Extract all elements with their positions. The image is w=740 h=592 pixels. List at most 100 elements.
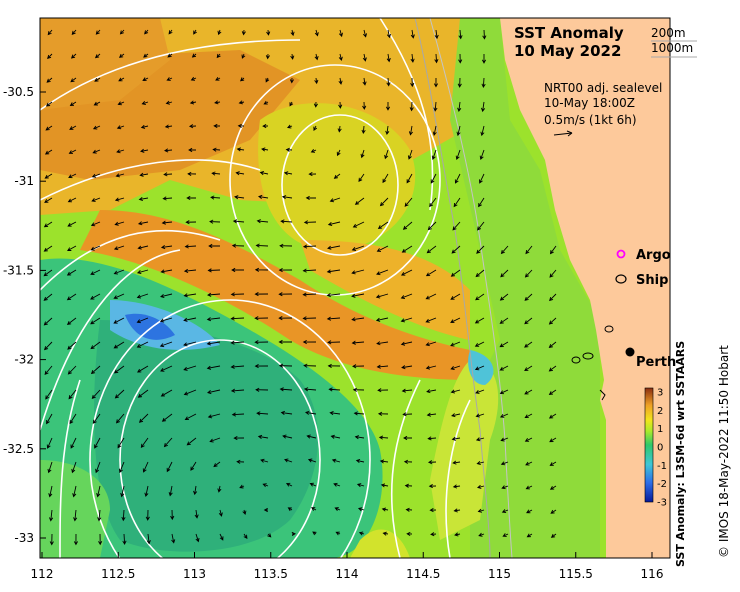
current-arrow-icon — [48, 485, 53, 498]
current-arrow-icon — [450, 317, 461, 324]
current-arrow-icon — [481, 101, 486, 113]
current-arrow-icon — [327, 340, 341, 345]
current-arrow-icon — [310, 148, 317, 153]
current-arrow-icon — [263, 507, 269, 513]
current-arrow-icon — [256, 411, 269, 416]
current-arrow-icon — [230, 340, 245, 345]
current-arrow-icon — [313, 125, 318, 131]
isobath-label-1000: 1000m — [651, 41, 693, 55]
current-arrow-icon — [425, 317, 437, 323]
current-arrow-icon — [525, 485, 533, 490]
info-line-1: NRT00 adj. sealevel — [544, 81, 662, 95]
x-tick-label: 115 — [488, 567, 511, 581]
current-arrow-icon — [183, 341, 197, 347]
current-arrow-icon — [427, 221, 437, 231]
current-arrow-icon — [213, 461, 221, 468]
current-arrow-icon — [307, 458, 317, 463]
current-arrow-icon — [481, 53, 487, 64]
current-arrow-icon — [219, 533, 224, 541]
current-arrow-icon — [548, 365, 557, 372]
current-arrow-icon — [140, 148, 149, 153]
current-arrow-icon — [335, 531, 341, 536]
perth-marker-icon — [625, 347, 635, 357]
current-arrow-icon — [358, 173, 365, 183]
current-arrow-icon — [479, 173, 485, 184]
current-arrow-icon — [120, 485, 125, 498]
current-arrow-icon — [456, 125, 461, 137]
current-arrow-icon — [430, 532, 437, 537]
current-arrow-icon — [281, 195, 293, 200]
current-arrow-icon — [410, 53, 415, 63]
current-arrow-icon — [377, 388, 389, 393]
current-arrow-icon — [452, 221, 461, 231]
current-arrow-icon — [43, 293, 53, 301]
current-arrow-icon — [351, 317, 365, 322]
current-arrow-icon — [230, 388, 245, 393]
current-arrow-icon — [550, 533, 557, 538]
current-arrow-icon — [136, 293, 149, 299]
plot-frame — [39, 17, 671, 559]
current-arrow-icon — [67, 245, 77, 251]
current-arrow-icon — [183, 365, 197, 371]
x-tick-label: 113.5 — [254, 567, 288, 581]
current-arrow-icon — [44, 149, 53, 155]
current-arrow-icon — [209, 437, 221, 443]
isobath-200m — [429, 18, 513, 558]
current-arrow-icon — [278, 292, 293, 297]
current-arrow-icon — [401, 365, 413, 370]
current-arrow-icon — [68, 149, 77, 154]
current-arrow-icon — [43, 221, 53, 228]
current-arrow-icon — [92, 125, 101, 130]
current-arrow-icon — [283, 171, 293, 176]
current-arrow-icon — [95, 461, 101, 474]
current-arrow-icon — [501, 509, 509, 513]
current-arrow-icon — [278, 267, 293, 273]
x-tick-label: 113 — [183, 567, 206, 581]
current-arrow-icon — [280, 219, 293, 224]
y-tick-label: -33 — [14, 531, 34, 545]
current-arrow-icon — [217, 29, 222, 36]
current-arrow-icon — [278, 363, 293, 368]
current-arrow-icon — [548, 317, 557, 325]
current-arrow-icon — [303, 387, 317, 392]
current-arrow-icon — [303, 363, 317, 368]
current-arrow-icon — [287, 507, 293, 512]
current-arrow-icon — [69, 413, 77, 425]
current-arrow-icon — [376, 269, 389, 276]
current-arrow-icon — [267, 533, 272, 538]
current-arrow-icon — [187, 171, 197, 176]
current-arrow-icon — [278, 339, 293, 345]
current-arrow-icon — [163, 172, 173, 177]
current-arrow-icon — [207, 268, 221, 273]
current-arrow-icon — [409, 101, 414, 112]
current-arrow-icon — [113, 245, 125, 251]
current-arrow-icon — [474, 341, 485, 347]
current-arrow-icon — [285, 147, 293, 152]
current-arrow-icon — [186, 195, 197, 201]
current-arrow-icon — [362, 53, 367, 62]
current-arrow-icon — [524, 341, 533, 348]
current-arrow-icon — [166, 77, 173, 81]
current-arrow-icon — [170, 509, 175, 521]
current-arrow-icon — [474, 365, 485, 371]
current-arrow-icon — [138, 196, 149, 202]
current-arrow-icon — [526, 509, 533, 514]
current-arrow-icon — [190, 461, 197, 471]
current-arrow-icon — [113, 317, 125, 324]
current-arrow-icon — [171, 533, 176, 544]
current-arrow-icon — [384, 149, 389, 160]
current-arrow-icon — [524, 269, 533, 278]
current-arrow-icon — [91, 197, 101, 202]
current-arrow-icon — [254, 364, 269, 369]
current-arrow-icon — [331, 458, 341, 463]
current-arrow-icon — [376, 341, 389, 346]
current-arrow-icon — [160, 389, 173, 397]
current-arrow-icon — [164, 148, 173, 153]
current-arrow-icon — [425, 365, 437, 370]
current-arrow-icon — [49, 533, 54, 546]
current-arrow-icon — [72, 485, 77, 498]
current-arrow-icon — [451, 436, 461, 441]
current-arrow-icon — [290, 29, 295, 37]
current-arrow-icon — [241, 53, 246, 59]
current-arrow-icon — [230, 316, 245, 321]
